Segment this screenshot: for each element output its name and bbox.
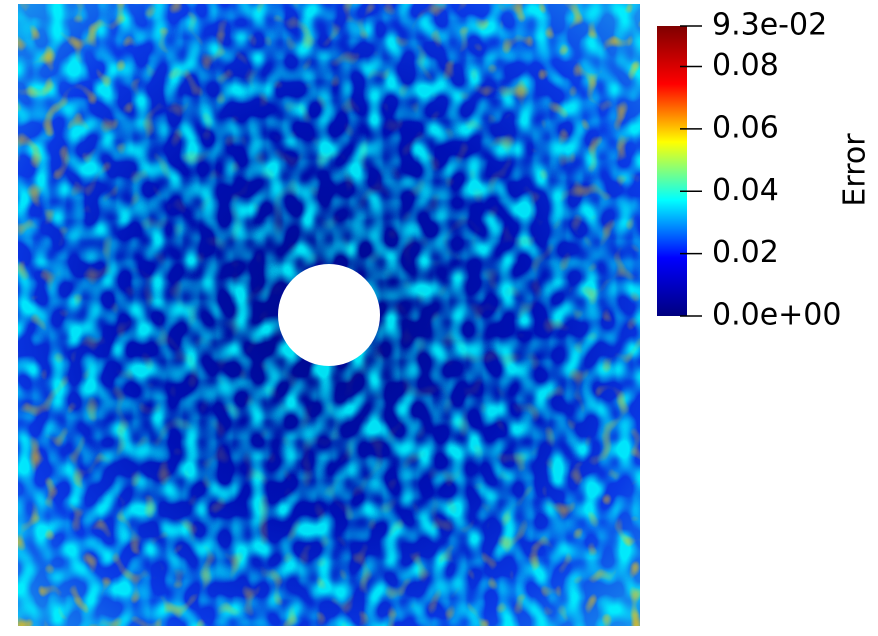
colorbar-tick-label: 0.04 xyxy=(712,173,779,208)
colorbar-tick-label: 0.06 xyxy=(712,110,779,145)
hole xyxy=(278,264,380,366)
colorbar-title: Error xyxy=(838,133,873,207)
colorbar-tick-label: 0.08 xyxy=(712,48,779,83)
colorbar-tick-label: 0.02 xyxy=(712,235,779,270)
field-plot xyxy=(18,4,640,626)
colorbar-tick-label: 0.0e+00 xyxy=(712,298,841,333)
colorbar-tick-label: 9.3e-02 xyxy=(712,8,827,43)
colorbar xyxy=(657,26,687,316)
